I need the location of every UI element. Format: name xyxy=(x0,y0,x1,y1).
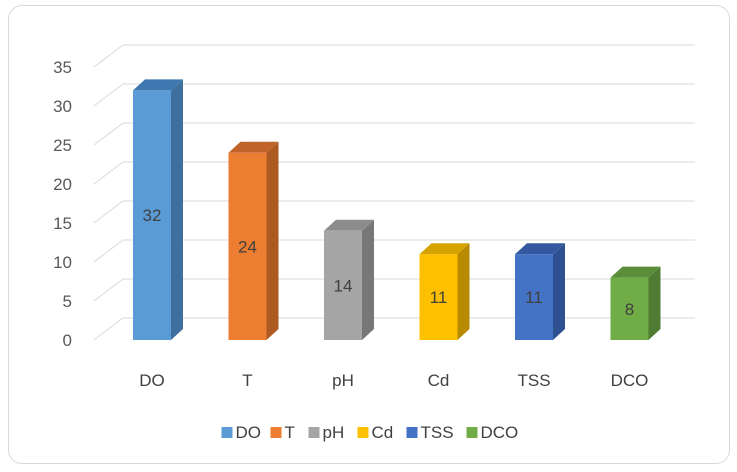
legend-item-do: DO xyxy=(221,423,262,442)
y-axis-ticks: 0 5 10 15 20 25 30 35 xyxy=(53,58,72,350)
bar-cd: 11 xyxy=(419,243,470,340)
bar-front xyxy=(324,230,362,340)
bar-side xyxy=(171,79,183,341)
bars: 32 24 14 11 11 8 xyxy=(133,79,661,341)
bar-front xyxy=(228,152,267,340)
gridline xyxy=(93,239,695,263)
y-tick-label: 20 xyxy=(53,175,72,194)
legend-label: DO xyxy=(236,423,262,442)
bar-side xyxy=(266,141,279,340)
data-label: 14 xyxy=(334,276,353,295)
gridline xyxy=(93,317,695,341)
gridline xyxy=(93,278,695,302)
legend-label: pH xyxy=(323,423,345,442)
bar-do: 32 xyxy=(133,79,183,341)
bar-top xyxy=(515,243,565,255)
y-tick-label: 15 xyxy=(53,214,72,233)
legend-swatch xyxy=(221,427,233,438)
x-category-label: TSS xyxy=(517,371,550,390)
y-tick-label: 35 xyxy=(53,58,72,77)
legend-swatch xyxy=(406,427,418,438)
bar-side xyxy=(553,243,565,340)
y-tick-label: 10 xyxy=(53,253,72,272)
data-label: 11 xyxy=(525,288,543,307)
bar-side xyxy=(362,219,374,340)
x-category-label: Cd xyxy=(428,371,450,390)
legend-swatch xyxy=(357,427,369,438)
data-label: 11 xyxy=(430,288,448,307)
bar-top xyxy=(228,141,279,153)
bar-front xyxy=(133,90,171,341)
bar-top xyxy=(133,79,183,91)
gridline xyxy=(93,200,695,224)
x-category-label: DO xyxy=(139,371,165,390)
x-category-label: T xyxy=(242,371,252,390)
bar-side xyxy=(648,266,661,340)
data-label: 32 xyxy=(143,206,162,225)
legend-item-t: T xyxy=(270,423,295,442)
bar-top xyxy=(610,266,661,278)
legend-swatch xyxy=(308,427,320,438)
y-tick-label: 5 xyxy=(63,292,72,311)
legend-swatch xyxy=(270,427,282,438)
legend-item-cd: Cd xyxy=(357,423,394,442)
bar-front xyxy=(610,277,649,340)
legend-label: TSS xyxy=(421,423,454,442)
bar-dco: 8 xyxy=(610,266,661,340)
y-tick-label: 25 xyxy=(53,136,72,155)
legend-swatch xyxy=(466,427,478,438)
bar-front xyxy=(419,254,458,340)
gridline xyxy=(93,122,695,146)
data-label: 24 xyxy=(238,237,257,256)
x-category-label: pH xyxy=(332,371,354,390)
legend-item-tss: TSS xyxy=(406,423,454,442)
legend-label: T xyxy=(285,423,295,442)
y-tick-label: 30 xyxy=(53,97,72,116)
bar-front xyxy=(515,254,553,340)
gridline xyxy=(93,161,695,185)
gridline xyxy=(93,44,695,68)
bar-tss: 11 xyxy=(515,243,565,340)
legend-label: DCO xyxy=(481,423,519,442)
data-label: 8 xyxy=(625,300,634,319)
bar-ph: 14 xyxy=(324,219,374,340)
bar-top xyxy=(419,243,470,255)
bar-t: 24 xyxy=(228,141,279,340)
x-category-label: DCO xyxy=(611,371,649,390)
legend-item-dco: DCO xyxy=(466,423,519,442)
legend-item-ph: pH xyxy=(308,423,345,442)
legend-label: Cd xyxy=(372,423,394,442)
gridline xyxy=(93,83,695,107)
bar-side xyxy=(457,243,470,340)
bar-top xyxy=(324,219,374,231)
gridlines xyxy=(93,44,695,341)
y-tick-label: 0 xyxy=(63,331,72,350)
